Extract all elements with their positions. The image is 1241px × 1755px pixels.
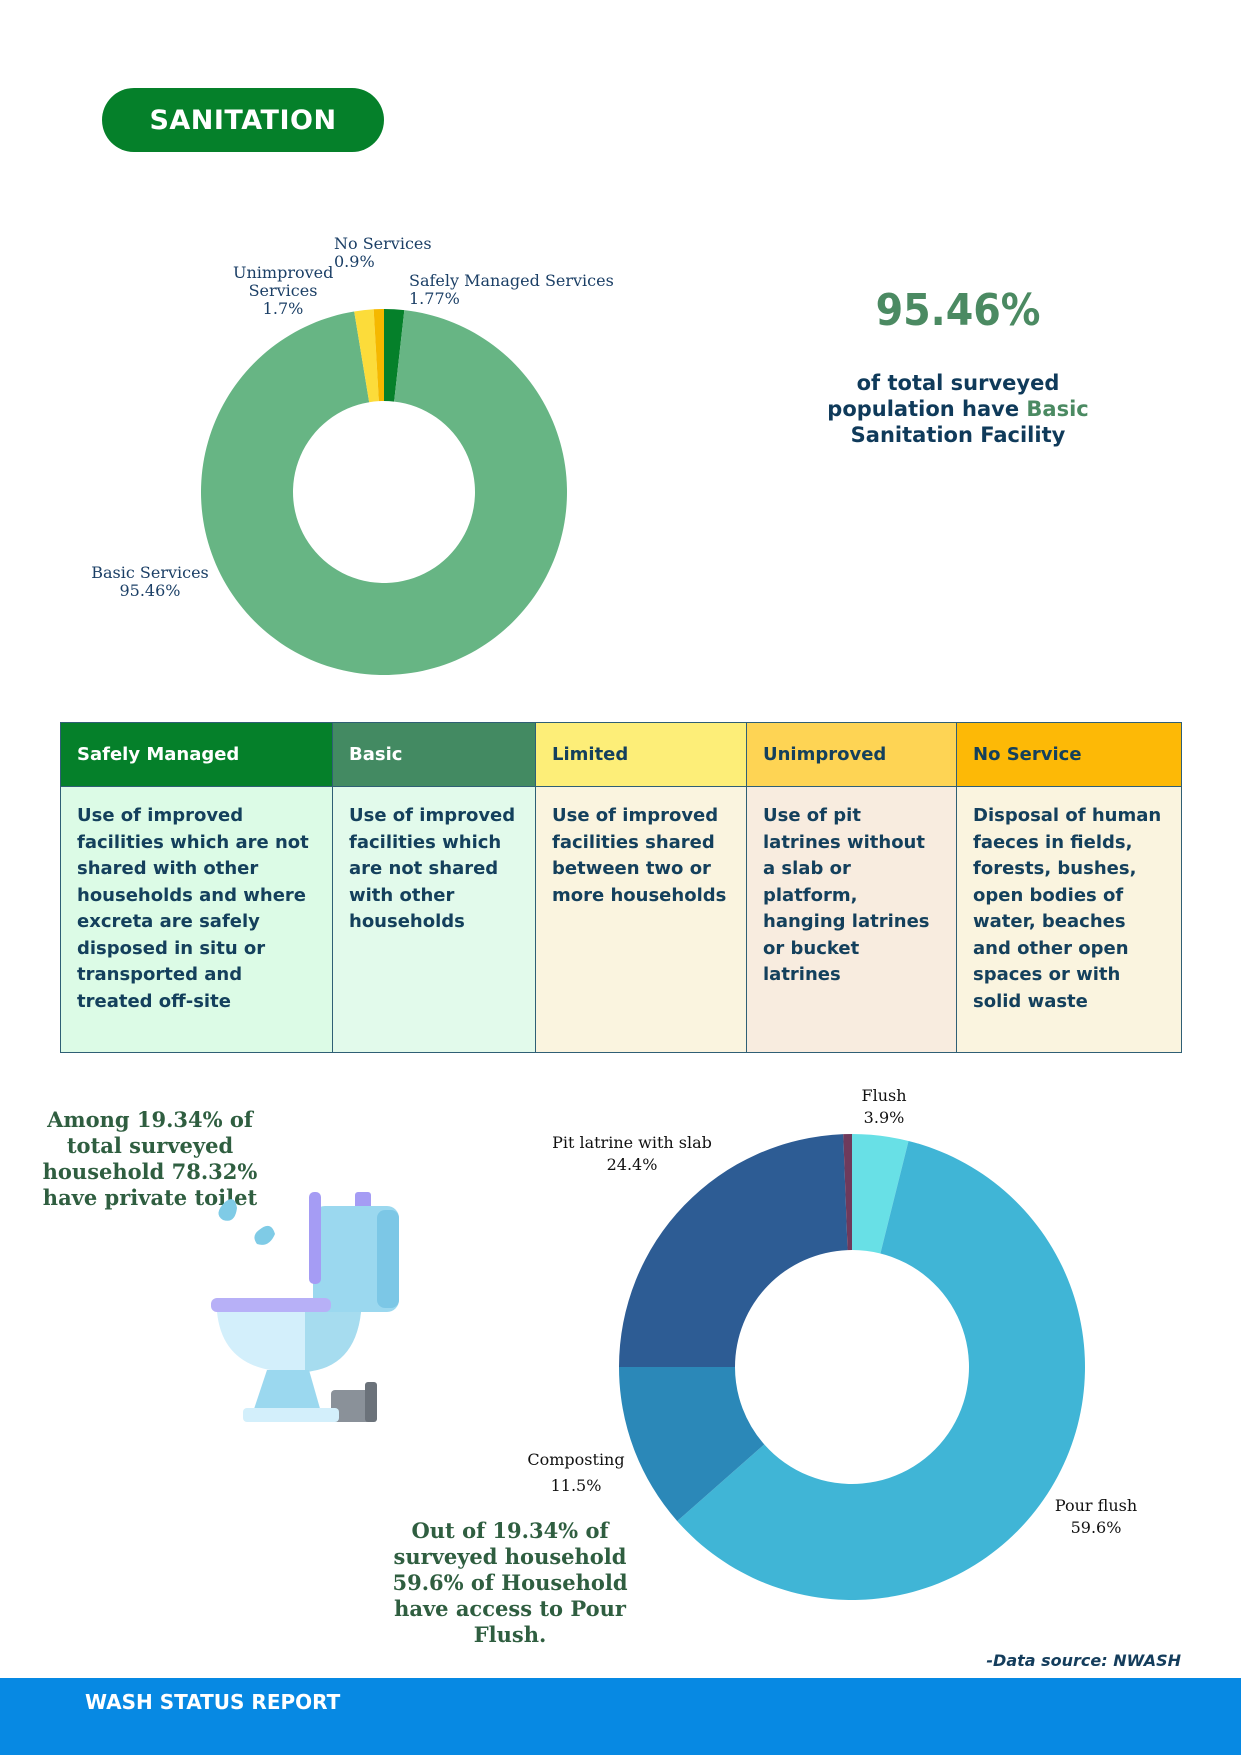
- label-safely-managed-value: 1.77%: [409, 289, 460, 308]
- label-pit-latrine-value: 24.4%: [606, 1155, 658, 1174]
- label-flush-value: 3.9%: [863, 1108, 905, 1127]
- footer-title: WASH STATUS REPORT: [85, 1690, 341, 1714]
- label-pour-flush-name: Pour flush: [1054, 1496, 1138, 1515]
- label-unimproved-value: 1.7%: [262, 299, 304, 318]
- label-no-services-value: 0.9%: [334, 252, 375, 271]
- definition-basic: Use of improved facilities which are not…: [332, 786, 536, 1053]
- pour-flush-note: Out of 19.34% of surveyed household 59.6…: [392, 1518, 628, 1647]
- data-source: -Data source: NWASH: [986, 1651, 1181, 1670]
- definition-unimproved: Use of pit latrines without a slab or pl…: [746, 786, 957, 1053]
- label-flush: Flush 3.9%: [852, 1085, 916, 1129]
- label-unimproved: Unimproved Services 1.7%: [233, 264, 333, 318]
- definition-safely-managed: Use of improved facilities which are not…: [60, 786, 333, 1053]
- label-pour-flush-value: 59.6%: [1070, 1518, 1122, 1537]
- header-no-service: No Service: [956, 722, 1182, 787]
- label-safely-managed: Safely Managed Services 1.77%: [409, 272, 614, 308]
- basic-sanitation-stat: 95.46%: [875, 285, 1041, 336]
- label-safely-managed-name: Safely Managed Services: [409, 271, 614, 290]
- label-no-services-name: No Services: [334, 234, 432, 253]
- toilet-icon: [211, 1192, 399, 1422]
- label-basic-name: Basic Services: [91, 563, 209, 582]
- stat-line-2: population have Basic: [800, 396, 1116, 422]
- header-unimproved: Unimproved: [746, 722, 957, 787]
- label-no-services: No Services 0.9%: [334, 235, 432, 271]
- label-composting-value: 11.5%: [550, 1476, 602, 1495]
- service-slice-safely-managed-services: [384, 309, 405, 402]
- service-slice-basic-services: [201, 310, 567, 675]
- label-basic: Basic Services 95.46%: [90, 564, 210, 600]
- service-slice-unimproved-services: [354, 309, 379, 403]
- label-pour-flush: Pour flush 59.6%: [1046, 1495, 1146, 1539]
- private-toilet-note: Among 19.34% of total surveyed household…: [42, 1107, 258, 1210]
- label-pit-latrine-name: Pit latrine with slab: [552, 1133, 712, 1152]
- header-limited: Limited: [535, 722, 747, 787]
- basic-sanitation-description: of total surveyed population have Basic …: [800, 370, 1116, 448]
- table-row: Use of improved facilities which are not…: [60, 786, 1182, 1053]
- stat-line-1: of total surveyed: [856, 371, 1060, 395]
- service-definitions-table: Safely Managed Basic Limited Unimproved …: [60, 722, 1182, 1053]
- definition-no-service: Disposal of human faeces in fields, fore…: [956, 786, 1182, 1053]
- section-title: SANITATION: [102, 88, 384, 152]
- stat-highlight: Basic: [1026, 397, 1089, 421]
- stat-line-2a: population have: [827, 397, 1027, 421]
- header-basic: Basic: [332, 722, 536, 787]
- stat-line-3: Sanitation Facility: [850, 423, 1066, 447]
- table-header-row: Safely Managed Basic Limited Unimproved …: [60, 722, 1182, 787]
- footer-bar: [0, 1678, 1241, 1755]
- label-composting-name: Composting: [527, 1450, 625, 1469]
- label-unimproved-name-2: Services: [248, 281, 318, 300]
- label-flush-name: Flush: [861, 1086, 907, 1105]
- header-safely-managed: Safely Managed: [60, 722, 333, 787]
- service-slice-no-services: [373, 309, 384, 402]
- label-basic-value: 95.46%: [119, 581, 181, 600]
- definition-limited: Use of improved facilities shared betwee…: [535, 786, 747, 1053]
- label-unimproved-name-1: Unimproved: [233, 263, 334, 282]
- label-pit-latrine: Pit latrine with slab 24.4%: [548, 1132, 716, 1176]
- label-composting: Composting 11.5%: [520, 1447, 632, 1499]
